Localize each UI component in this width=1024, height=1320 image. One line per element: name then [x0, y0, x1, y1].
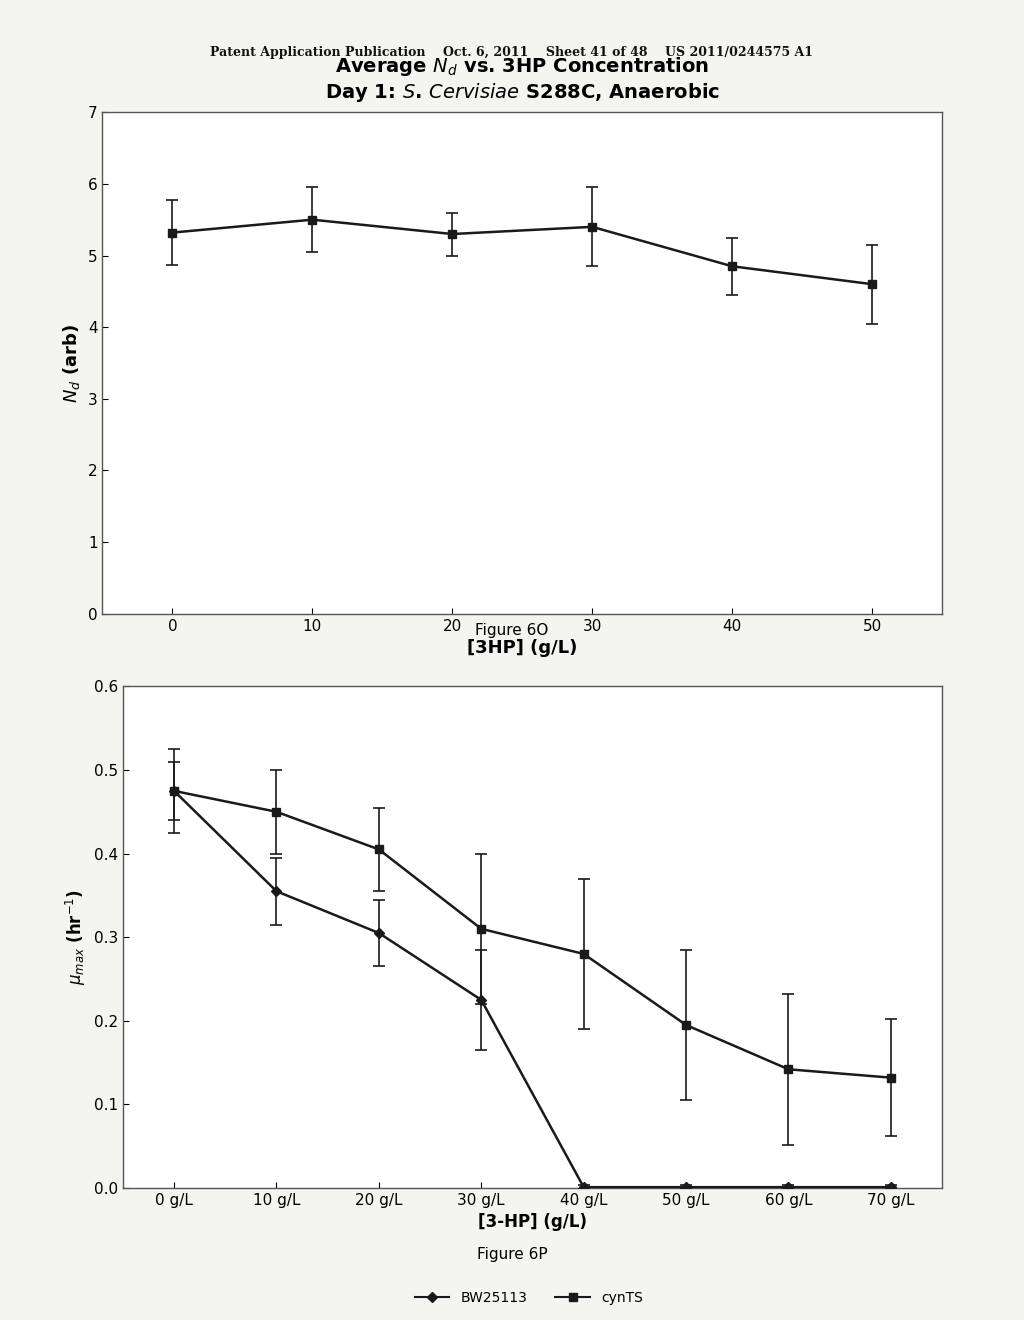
Y-axis label: $N_d$ (arb): $N_d$ (arb): [61, 323, 82, 403]
Text: Figure 6O: Figure 6O: [475, 623, 549, 638]
Text: Patent Application Publication    Oct. 6, 2011    Sheet 41 of 48    US 2011/0244: Patent Application Publication Oct. 6, 2…: [211, 46, 813, 59]
Text: Figure 6P: Figure 6P: [477, 1247, 547, 1262]
Legend: BW25113, cynTS: BW25113, cynTS: [410, 1286, 648, 1311]
X-axis label: [3-HP] (g/L): [3-HP] (g/L): [478, 1213, 587, 1232]
Y-axis label: $\mu_{max}$ (hr$^{-1}$): $\mu_{max}$ (hr$^{-1}$): [65, 890, 88, 985]
Title: Average $N_d$ vs. 3HP Concentration
Day 1: $S$. $Cervisiae$ S288C, Anaerobic: Average $N_d$ vs. 3HP Concentration Day …: [325, 55, 720, 104]
X-axis label: [3HP] (g/L): [3HP] (g/L): [467, 639, 578, 657]
